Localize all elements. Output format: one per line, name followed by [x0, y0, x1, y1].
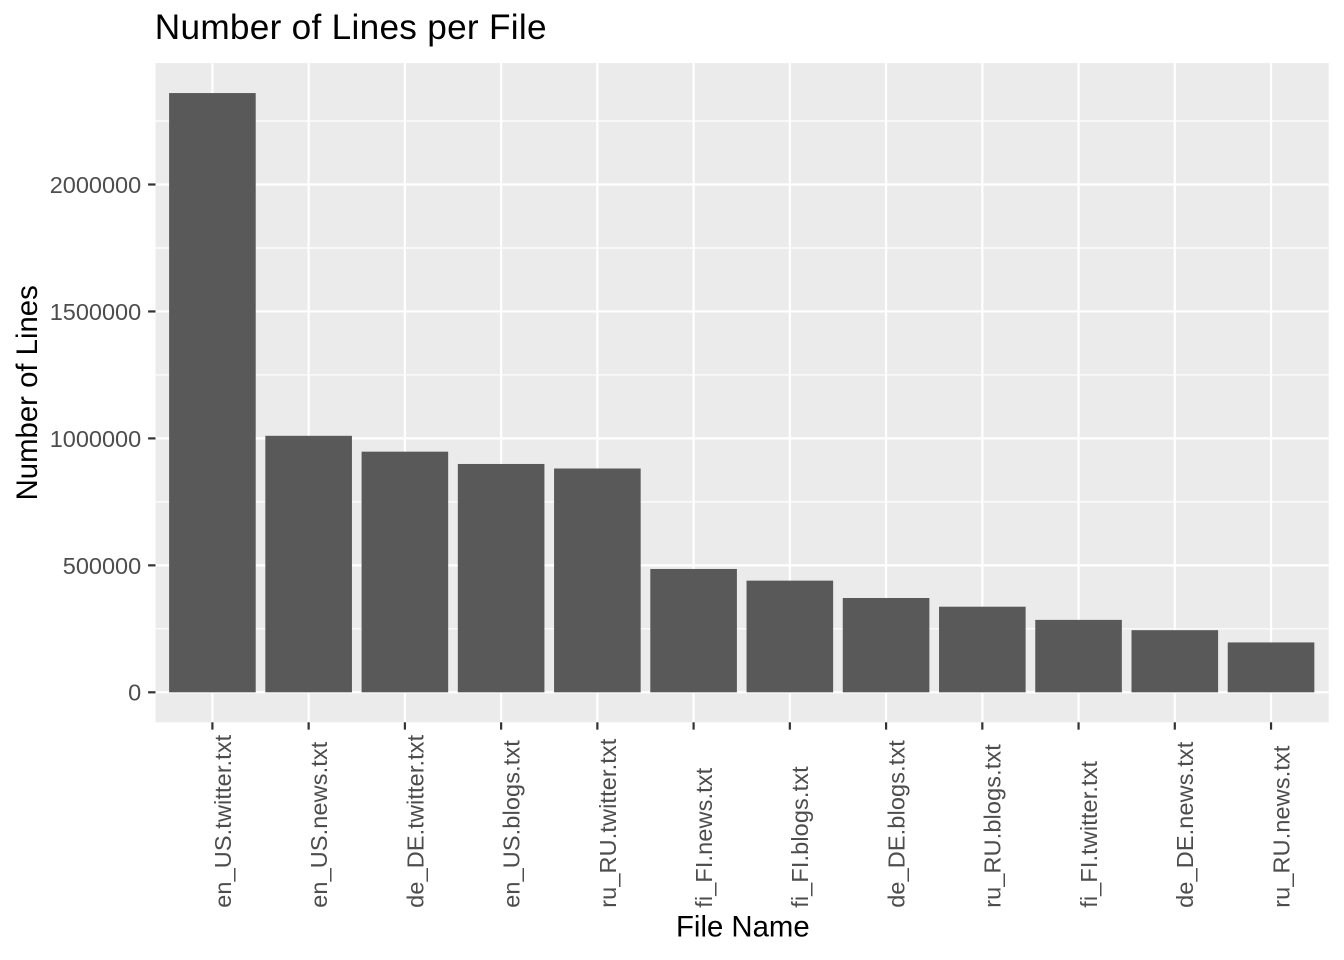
svg-text:1500000: 1500000 — [50, 299, 142, 325]
svg-text:File Name: File Name — [676, 911, 810, 944]
svg-text:ru_RU.blogs.txt: ru_RU.blogs.txt — [980, 744, 1006, 908]
svg-text:de_DE.twitter.txt: de_DE.twitter.txt — [402, 734, 428, 907]
svg-text:de_DE.blogs.txt: de_DE.blogs.txt — [883, 740, 909, 908]
svg-text:en_US.blogs.txt: en_US.blogs.txt — [499, 740, 525, 908]
svg-text:0: 0 — [128, 680, 141, 706]
svg-text:2000000: 2000000 — [50, 172, 142, 198]
svg-text:Number of Lines per File: Number of Lines per File — [155, 8, 547, 47]
svg-text:en_US.twitter.txt: en_US.twitter.txt — [210, 734, 236, 907]
svg-text:fi_FI.news.txt: fi_FI.news.txt — [691, 767, 717, 907]
svg-text:en_US.news.txt: en_US.news.txt — [306, 741, 332, 908]
svg-text:1000000: 1000000 — [50, 426, 142, 452]
svg-text:ru_RU.news.txt: ru_RU.news.txt — [1268, 745, 1294, 908]
svg-text:Number of Lines: Number of Lines — [11, 285, 44, 500]
svg-text:fi_FI.twitter.txt: fi_FI.twitter.txt — [1076, 760, 1102, 907]
svg-text:500000: 500000 — [63, 553, 141, 579]
svg-text:fi_FI.blogs.txt: fi_FI.blogs.txt — [787, 766, 813, 908]
svg-text:ru_RU.twitter.txt: ru_RU.twitter.txt — [595, 738, 621, 908]
svg-text:de_DE.news.txt: de_DE.news.txt — [1172, 741, 1198, 908]
